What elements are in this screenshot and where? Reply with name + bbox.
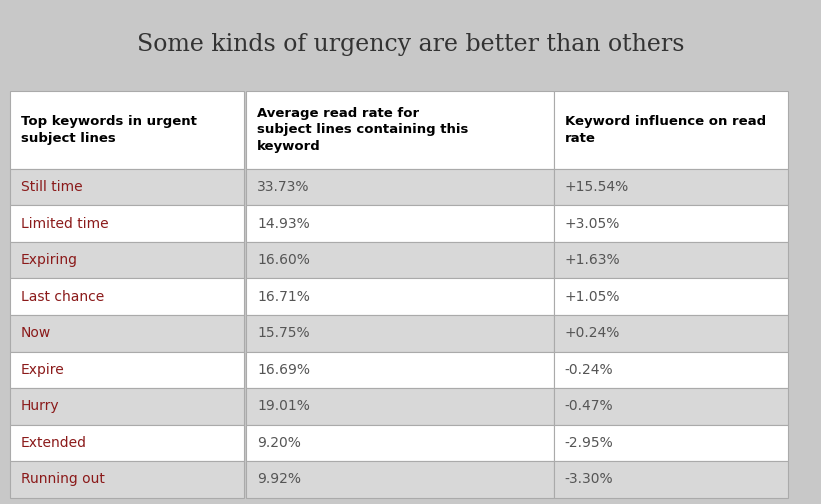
Text: 16.60%: 16.60% [257, 253, 310, 267]
Text: 16.69%: 16.69% [257, 363, 310, 377]
Bar [246, 242, 554, 279]
Bar [246, 424, 554, 461]
Bar [246, 91, 554, 169]
Bar [554, 352, 788, 388]
Text: -3.30%: -3.30% [565, 472, 613, 486]
Bar [10, 461, 244, 498]
Bar [246, 169, 554, 206]
Text: Hurry: Hurry [21, 399, 59, 413]
Bar [554, 279, 788, 315]
Text: 16.71%: 16.71% [257, 290, 310, 304]
Bar [10, 352, 244, 388]
Text: Expiring: Expiring [21, 253, 77, 267]
Text: +3.05%: +3.05% [565, 217, 620, 231]
Bar [10, 242, 244, 279]
Text: 15.75%: 15.75% [257, 326, 310, 340]
Bar [554, 315, 788, 352]
Bar [10, 424, 244, 461]
Bar [10, 169, 244, 206]
Text: +15.54%: +15.54% [565, 180, 629, 194]
Text: Average read rate for
subject lines containing this
keyword: Average read rate for subject lines cont… [257, 107, 468, 153]
Bar [554, 169, 788, 206]
Text: Top keywords in urgent
subject lines: Top keywords in urgent subject lines [21, 115, 196, 145]
Bar [246, 461, 554, 498]
Bar [554, 461, 788, 498]
Text: Last chance: Last chance [21, 290, 103, 304]
Text: Limited time: Limited time [21, 217, 108, 231]
Text: Still time: Still time [21, 180, 82, 194]
Text: -0.24%: -0.24% [565, 363, 613, 377]
Bar [554, 424, 788, 461]
Text: +1.05%: +1.05% [565, 290, 621, 304]
Bar [554, 242, 788, 279]
Bar [10, 91, 244, 169]
Bar [246, 315, 554, 352]
Bar [554, 388, 788, 424]
Text: 33.73%: 33.73% [257, 180, 310, 194]
Bar [246, 352, 554, 388]
Bar [246, 388, 554, 424]
Bar [554, 91, 788, 169]
Bar [10, 279, 244, 315]
Bar [10, 315, 244, 352]
Bar [10, 206, 244, 242]
Text: 9.20%: 9.20% [257, 436, 300, 450]
Text: Keyword influence on read
rate: Keyword influence on read rate [565, 115, 766, 145]
Text: Some kinds of urgency are better than others: Some kinds of urgency are better than ot… [137, 33, 684, 55]
Text: Running out: Running out [21, 472, 104, 486]
Text: 19.01%: 19.01% [257, 399, 310, 413]
Bar [246, 206, 554, 242]
Text: -2.95%: -2.95% [565, 436, 613, 450]
Text: Now: Now [21, 326, 51, 340]
Text: 9.92%: 9.92% [257, 472, 301, 486]
Bar [554, 206, 788, 242]
Text: Expire: Expire [21, 363, 64, 377]
Text: Extended: Extended [21, 436, 86, 450]
Bar [246, 279, 554, 315]
Text: -0.47%: -0.47% [565, 399, 613, 413]
Bar [10, 388, 244, 424]
Text: +0.24%: +0.24% [565, 326, 620, 340]
Text: +1.63%: +1.63% [565, 253, 621, 267]
Text: 14.93%: 14.93% [257, 217, 310, 231]
